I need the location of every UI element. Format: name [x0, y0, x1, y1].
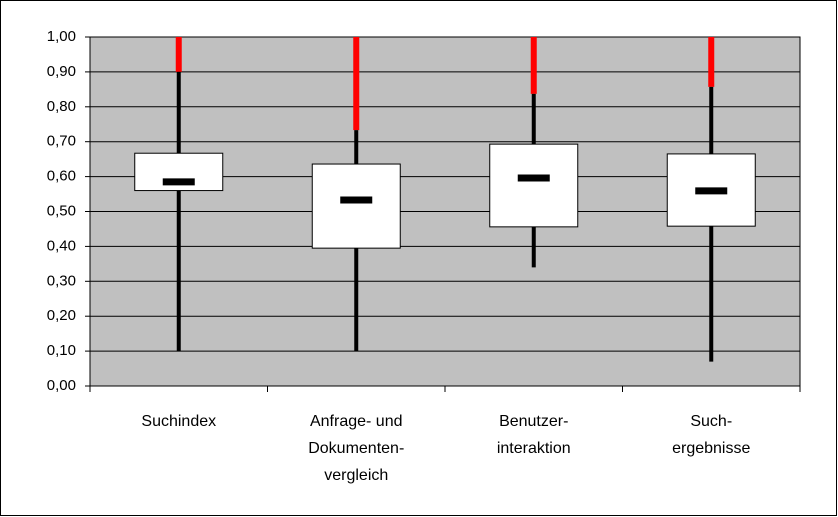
y-tick-label: 0,70: [47, 133, 76, 150]
y-tick-label: 1,00: [47, 28, 76, 45]
y-tick-label: 0,50: [47, 202, 76, 219]
x-tick-label: vergleich: [324, 467, 388, 484]
y-tick-label: 0,80: [47, 98, 76, 115]
box: [489, 143, 579, 228]
x-tick-label: Such-: [690, 413, 732, 430]
y-tick-label: 0,90: [47, 63, 76, 80]
x-tick-label: ergebnisse: [672, 440, 750, 457]
y-tick-label: 0,60: [47, 168, 76, 185]
y-tick-label: 0,20: [47, 307, 76, 324]
y-tick-label: 0,10: [47, 342, 76, 359]
y-tick-label: 0,40: [47, 237, 76, 254]
x-tick-label: Dokumenten-: [308, 440, 404, 457]
y-tick-label: 0,00: [47, 377, 76, 394]
box: [311, 163, 401, 249]
x-tick-label: Benutzer-: [499, 413, 568, 430]
x-tick-label: Anfrage- und: [310, 413, 403, 430]
x-tick-label: Suchindex: [141, 413, 216, 430]
x-tick-label: interaktion: [497, 440, 571, 457]
y-tick-label: 0,30: [47, 272, 76, 289]
